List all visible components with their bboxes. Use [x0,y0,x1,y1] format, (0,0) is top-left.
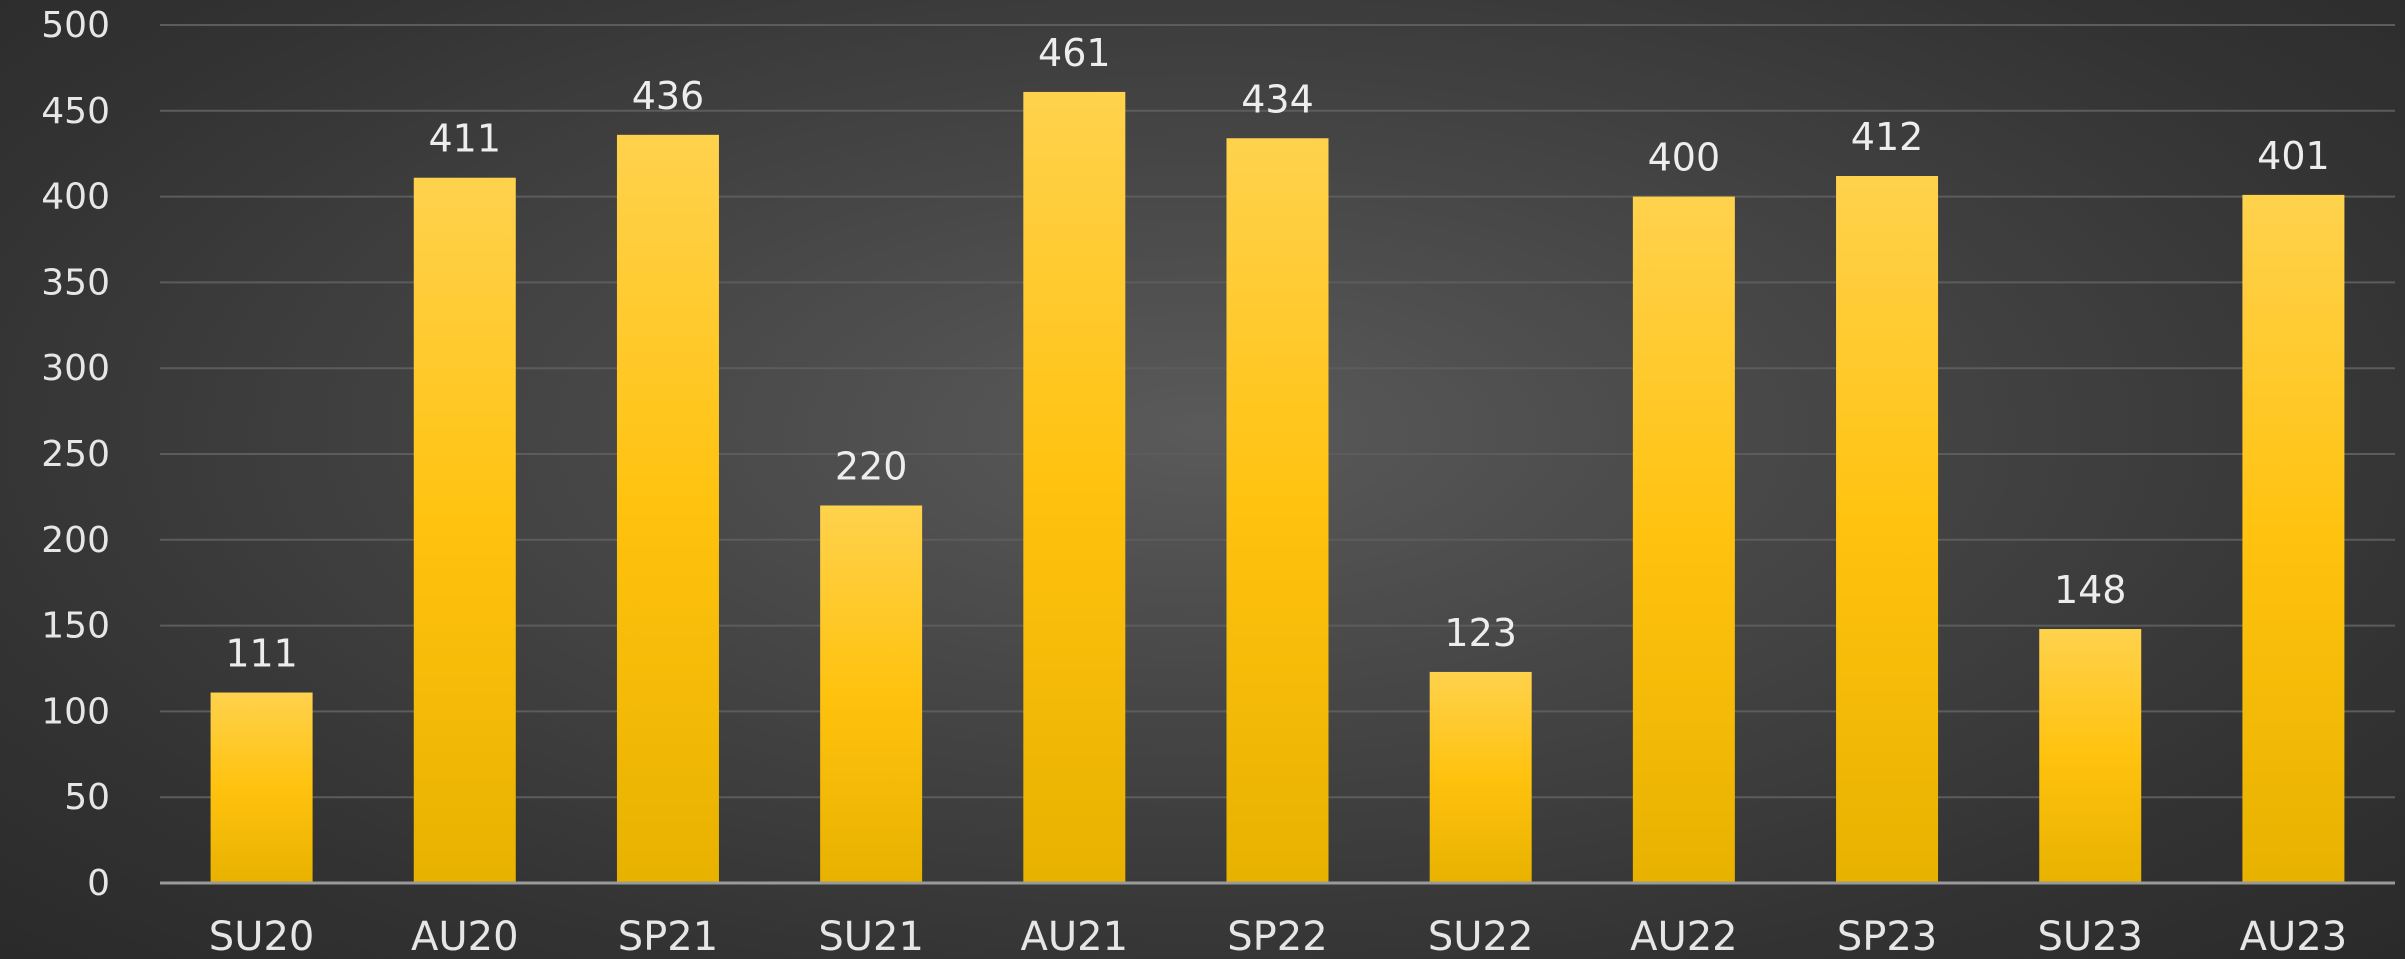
bar [413,177,516,883]
bar [2242,194,2345,883]
data-label: 401 [2257,134,2330,178]
bar [210,692,313,883]
x-axis-categories: SU20 AU20 SP21 SU21 AU21 SP22 SU22 AU22 SP23 SU23… [209,914,2347,959]
data-label: 434 [1241,77,1314,121]
data-label: 220 [835,444,908,488]
y-tick-label: 500 [41,5,110,46]
data-label: 461 [1038,31,1111,75]
x-tick-label: AU20 [411,914,519,959]
y-tick-label: 250 [41,434,110,475]
x-tick-label: SU22 [1428,914,1534,959]
y-tick-label: 0 [87,863,110,904]
x-tick-label: AU23 [2240,914,2348,959]
y-axis-ticks: 0 50 100 150 200 250 300 350 400 450 500 [41,5,110,904]
y-tick-label: 400 [41,177,110,218]
y-tick-label: 450 [41,91,110,132]
bars [210,91,2345,884]
x-tick-label: SU21 [818,914,924,959]
y-tick-label: 150 [41,606,110,647]
data-label: 123 [1444,611,1517,655]
data-label: 148 [2054,568,2127,612]
data-labels: 111 411 436 220 461 434 123 400 412 148 401 [225,31,2329,676]
bar [616,134,719,884]
bar [1632,196,1735,884]
data-label: 111 [225,632,298,676]
y-tick-label: 100 [41,691,110,732]
y-tick-label: 300 [41,348,110,389]
bar [820,505,923,883]
bar [1023,91,1126,883]
bar [1836,176,1939,883]
bar [1429,671,1532,883]
x-tick-label: SU23 [2037,914,2143,959]
bar [2039,629,2142,883]
x-tick-label: AU21 [1021,914,1129,959]
x-tick-label: AU22 [1630,914,1738,959]
x-tick-label: SU20 [209,914,315,959]
x-tick-label: SP21 [618,914,718,959]
y-tick-label: 200 [41,520,110,561]
data-label: 436 [632,74,705,118]
data-label: 412 [1851,115,1924,159]
x-tick-label: SP22 [1227,914,1327,959]
y-tick-label: 50 [64,777,110,818]
y-tick-label: 350 [41,262,110,303]
x-tick-label: SP23 [1837,914,1937,959]
bar [1226,138,1329,884]
data-label: 400 [1648,136,1721,180]
data-label: 411 [429,117,502,161]
